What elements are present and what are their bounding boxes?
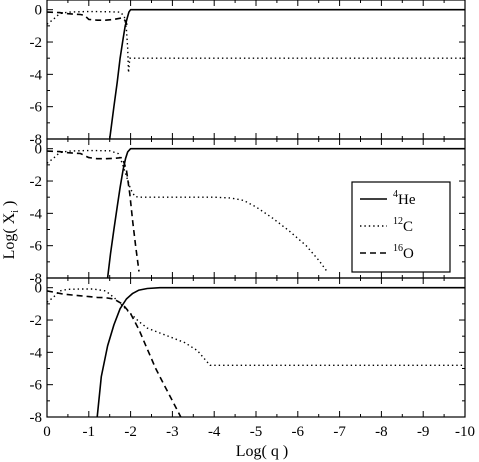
- y-tick-label: -2: [30, 35, 43, 51]
- legend-element-c: C: [403, 219, 413, 235]
- series-line-16O: [47, 290, 182, 417]
- x-axis-label: Log( q ): [236, 443, 288, 460]
- x-tick-label: -6: [292, 424, 305, 440]
- x-tick-label: 0: [43, 424, 51, 440]
- series-line-16O: [47, 150, 140, 272]
- series-line-12C: [47, 288, 465, 366]
- x-tick-label: -1: [83, 424, 96, 440]
- y-axis-label-close: ): [1, 201, 18, 210]
- y-tick-label: -6: [30, 100, 43, 116]
- x-tick-label: -3: [166, 424, 179, 440]
- legend-label-he: 4He: [393, 189, 416, 208]
- y-tick-label: -4: [30, 67, 43, 83]
- x-tick-label: -10: [455, 424, 475, 440]
- panel-frame: [46, 0, 466, 140]
- y-axis-label-subscript: i: [10, 210, 21, 213]
- y-tick-label: -4: [30, 206, 43, 222]
- x-tick-label: -7: [333, 424, 346, 440]
- legend-box: [351, 181, 451, 273]
- panels-layer: 0-2-4-6-80-2-4-6-80-2-4-6-8: [30, 0, 466, 426]
- y-tick-label: -8: [30, 271, 43, 287]
- y-tick-label: -6: [30, 378, 43, 394]
- y-tick-label: -2: [30, 313, 43, 329]
- y-tick-label: 0: [35, 281, 43, 297]
- legend-mass-o: 16: [393, 243, 403, 254]
- y-tick-label: -8: [30, 132, 43, 148]
- panel-3: 0 -2 -4 -6 -8: [30, 277, 466, 426]
- series-line-16O: [47, 11, 129, 27]
- legend-mass-he: 4: [393, 189, 398, 200]
- x-tick-labels: 0 -1 -2 -3 -4 -5 -6 -7 -8 -9 -10: [43, 424, 475, 440]
- y-tick-label: 0: [35, 142, 43, 158]
- legend-mass-c: 12: [393, 216, 403, 227]
- y-tick-label: -8: [30, 410, 43, 426]
- y-tick-label: -2: [30, 174, 43, 190]
- series-line-4He: [108, 8, 465, 139]
- panel-1: 0 -2 -4 -6 -8: [30, 0, 466, 148]
- x-tick-label: -4: [208, 424, 221, 440]
- legend-element-he: He: [398, 192, 416, 208]
- legend-label-o: 16O: [393, 243, 414, 262]
- y-tick-label: -4: [30, 345, 43, 361]
- series-line-12C: [47, 149, 328, 272]
- series-line-4He: [106, 147, 465, 278]
- series-line-12C: [47, 10, 465, 74]
- legend-label-c: 12C: [393, 216, 413, 235]
- series-line-4He: [96, 286, 465, 417]
- x-tick-label: -5: [250, 424, 263, 440]
- legend-element-o: O: [403, 246, 414, 262]
- x-tick-label: -8: [375, 424, 388, 440]
- legend: 4He 12C 16O: [351, 181, 451, 273]
- y-axis-label-main: Log( X: [1, 212, 18, 259]
- x-tick-label: -9: [417, 424, 430, 440]
- y-tick-label: 0: [35, 3, 43, 19]
- y-axis-label: Log( Xi ): [1, 201, 21, 260]
- x-tick-label: -2: [124, 424, 137, 440]
- y-tick-label: -6: [30, 239, 43, 255]
